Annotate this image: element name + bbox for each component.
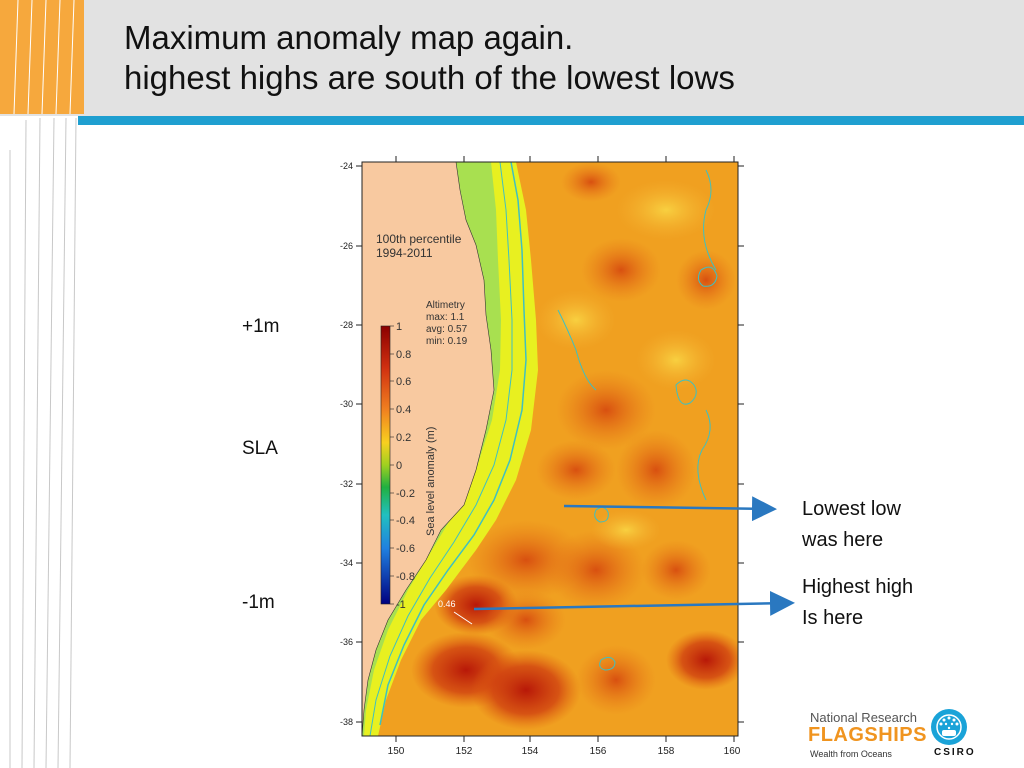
title-line-1: Maximum anomaly map again. xyxy=(124,19,574,56)
logo-tagline: Wealth from Oceans xyxy=(810,749,892,759)
y-tick-label: -34 xyxy=(340,558,353,568)
colorbar-tick-label: 0.6 xyxy=(396,376,411,388)
logo-line-1: National Research xyxy=(810,710,917,725)
stats-line-4: min: 0.19 xyxy=(426,336,468,347)
sea-level-anomaly-map: -24 -26 -28 -30 -32 -34 -36 -38 150 152 … xyxy=(340,156,744,757)
annotation-line: Lowest low xyxy=(802,498,901,520)
header-band xyxy=(0,0,1024,116)
sla-label: SLA xyxy=(242,438,278,459)
colorbar-tick-label: -0.2 xyxy=(396,488,415,500)
x-tick-label: 152 xyxy=(456,746,473,757)
annotation-line: Is here xyxy=(802,607,864,629)
stats-line-1: Altimetry xyxy=(426,300,465,311)
colorbar-tick-label: 0.4 xyxy=(396,404,411,416)
scale-bottom-label: -1m xyxy=(242,592,275,613)
legend-title-line-2: 1994-2011 xyxy=(376,246,433,260)
slide-title: Maximum anomaly map again. highest highs… xyxy=(124,18,1004,98)
y-tick-label: -26 xyxy=(340,241,353,251)
colorbar-tick-label: -0.4 xyxy=(396,515,415,527)
y-tick-label: -30 xyxy=(340,399,353,409)
stats-line-2: max: 1.1 xyxy=(426,312,465,323)
colorbar-tick-label: -1 xyxy=(396,599,406,611)
annotation-line: Highest high xyxy=(802,576,914,598)
flagships-csiro-logo: National Research FLAGSHIPS Wealth from … xyxy=(806,704,1016,764)
x-tick-label: 156 xyxy=(590,746,607,757)
stats-line-3: avg: 0.57 xyxy=(426,324,468,335)
orange-accent-block xyxy=(0,0,84,114)
max-point-label: 0.46 xyxy=(438,599,456,609)
y-tick-label: -28 xyxy=(340,320,353,330)
x-tick-label: 154 xyxy=(522,746,539,757)
decorative-stripes xyxy=(9,0,77,768)
y-tick-label: -32 xyxy=(340,479,353,489)
y-tick-label: -38 xyxy=(340,717,353,727)
colorbar-tick-label: 0 xyxy=(396,460,402,472)
colorbar-tick-label: -0.8 xyxy=(396,571,415,583)
scale-top-label: +1m xyxy=(242,316,280,337)
lowest-low-annotation: Lowest low was here xyxy=(802,494,901,556)
x-tick-label: 158 xyxy=(658,746,675,757)
legend-title-line-1: 100th percentile xyxy=(376,232,462,246)
header-blue-rule xyxy=(78,116,1024,125)
title-line-2: highest highs are south of the lowest lo… xyxy=(124,59,735,96)
y-tick-label: -24 xyxy=(340,161,353,171)
colorbar-axis-label: Sea level anomaly (m) xyxy=(425,427,437,536)
colorbar xyxy=(380,325,391,605)
y-tick-label: -36 xyxy=(340,637,353,647)
annotation-line: was here xyxy=(802,529,884,551)
colorbar-tick-label: 1 xyxy=(396,321,402,333)
colorbar-tick-label: 0.8 xyxy=(396,349,411,361)
logo-org: CSIRO xyxy=(934,747,976,758)
x-tick-label: 150 xyxy=(388,746,405,757)
csiro-emblem-icon xyxy=(931,709,967,745)
logo-line-2: FLAGSHIPS xyxy=(808,724,927,746)
x-tick-label: 160 xyxy=(724,746,741,757)
highest-high-annotation: Highest high Is here xyxy=(802,572,913,634)
max-point-marker xyxy=(453,611,473,625)
colorbar-tick-label: -0.6 xyxy=(396,543,415,555)
colorbar-tick-label: 0.2 xyxy=(396,432,411,444)
